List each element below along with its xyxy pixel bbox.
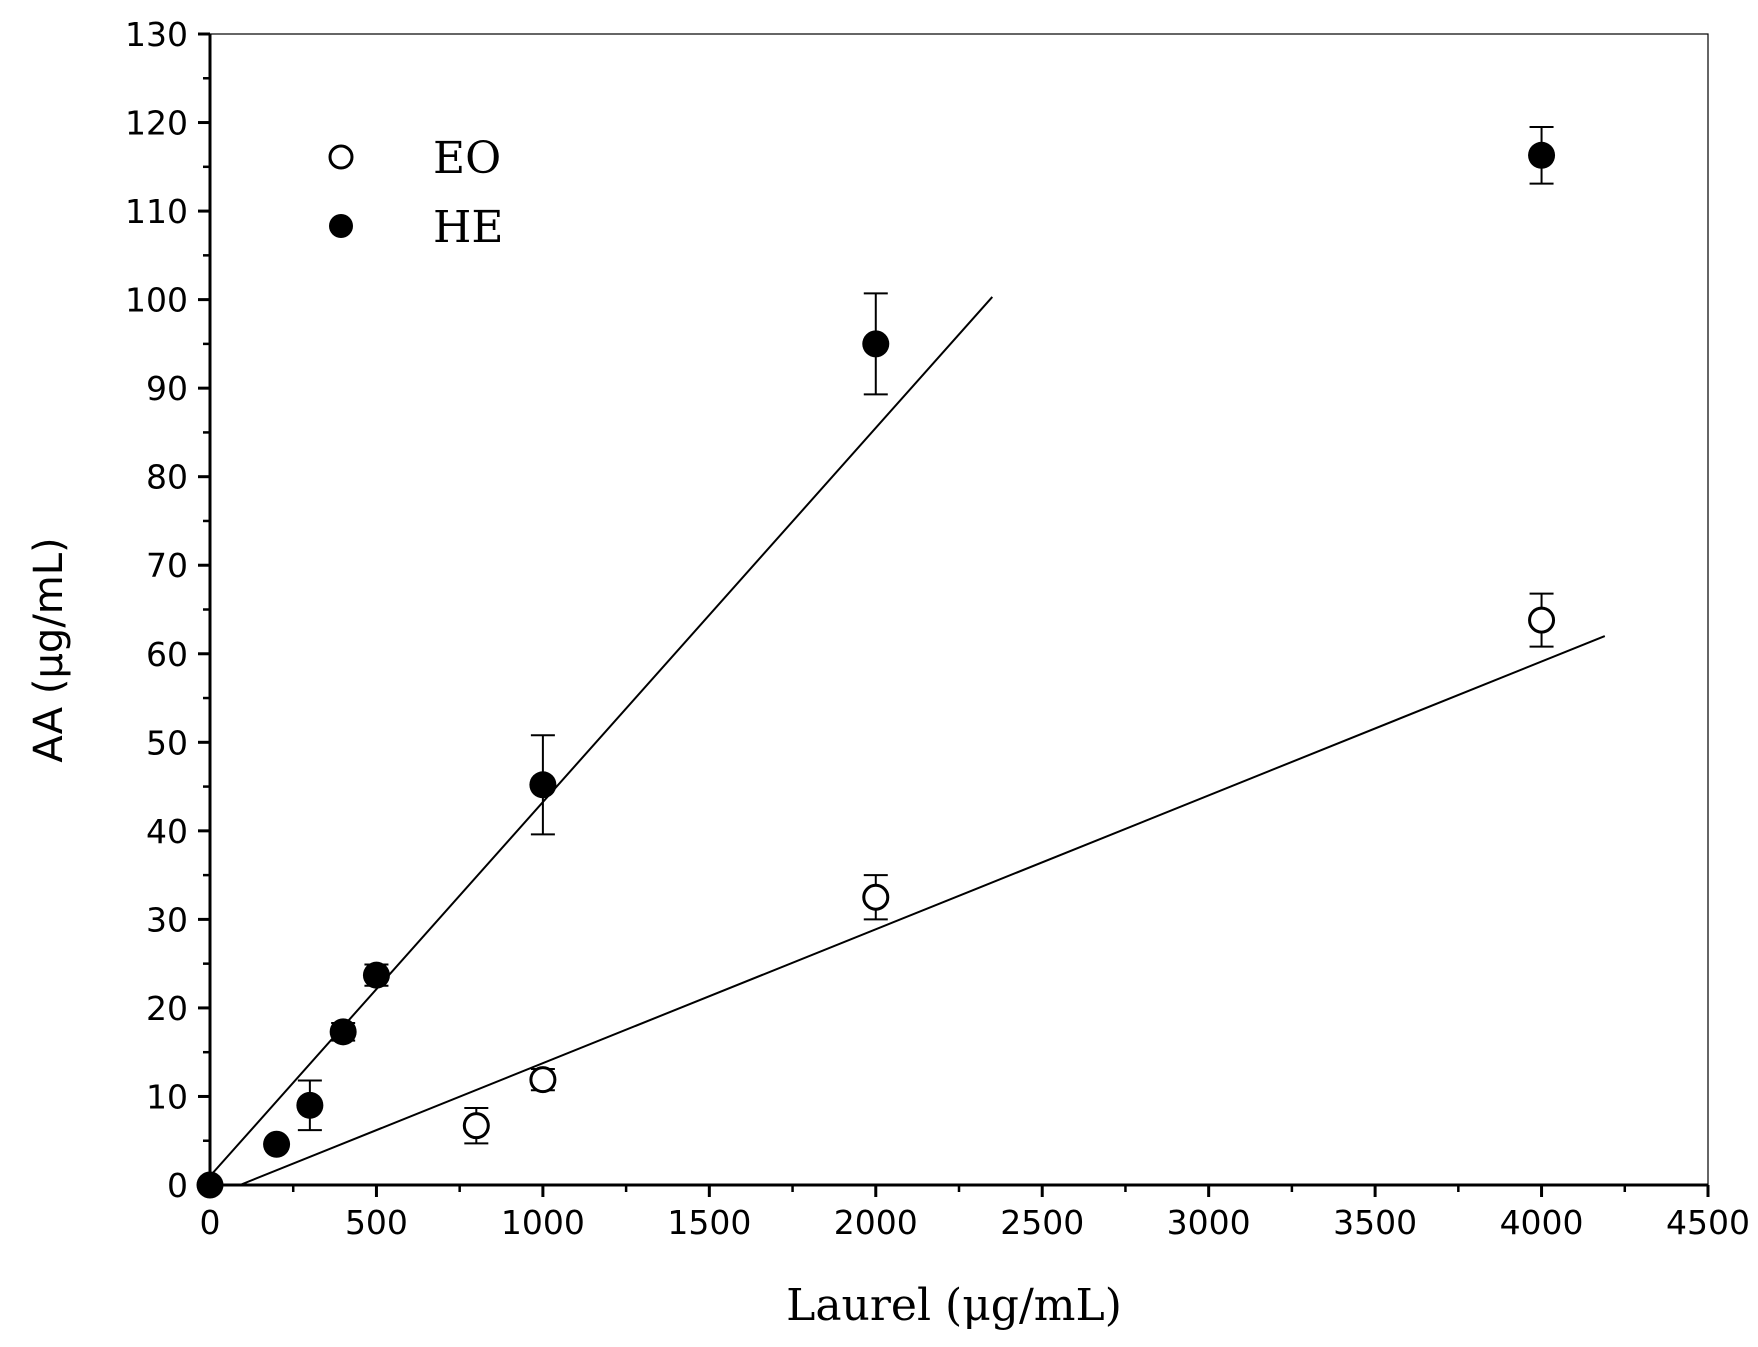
legend-label-he: HE	[433, 202, 504, 253]
x-tick-label: 3500	[1333, 1203, 1417, 1242]
y-tick-label: 130	[125, 15, 188, 54]
y-tick-label: 80	[146, 458, 188, 497]
y-tick-label: 110	[125, 192, 188, 231]
legend-marker-he	[329, 214, 353, 238]
data-point-eo	[1528, 606, 1556, 634]
y-tick-label: 120	[125, 104, 188, 143]
data-point-eo	[529, 1066, 557, 1094]
x-tick-label: 3000	[1167, 1203, 1251, 1242]
x-tick-label: 2500	[1000, 1203, 1084, 1242]
y-tick-label: 70	[146, 546, 188, 585]
x-axis: 0 500 1000 1500 2000 2500 3000 3500 4000 4500	[200, 1185, 1750, 1242]
y-tick-label: 60	[146, 635, 188, 674]
x-axis-title: Laurel (μg/mL)	[786, 1280, 1122, 1331]
x-tick-label: 0	[200, 1203, 221, 1242]
y-tick-label: 0	[167, 1166, 188, 1205]
fit-line-eo	[239, 635, 1606, 1186]
y-tick-label: 90	[146, 369, 188, 408]
fit-lines	[209, 296, 1606, 1186]
legend: EO HE	[328, 133, 504, 253]
y-tick-label: 20	[146, 989, 188, 1028]
x-tick-label: 2000	[834, 1203, 918, 1242]
legend-marker-eo	[328, 144, 354, 170]
data-point-he	[529, 771, 557, 799]
data-point-he	[362, 961, 390, 989]
data-point-he	[296, 1091, 324, 1119]
y-tick-label: 40	[146, 812, 188, 851]
data-point-eo	[462, 1112, 490, 1140]
data-point-he	[329, 1018, 357, 1046]
data-point-he	[1528, 141, 1556, 169]
y-tick-label: 50	[146, 723, 188, 762]
error-bars	[264, 125, 1554, 1150]
y-axis-title: AA (μg/mL)	[26, 537, 72, 762]
data-point-he	[862, 330, 890, 358]
x-tick-label: 1000	[501, 1203, 585, 1242]
x-tick-label: 1500	[667, 1203, 751, 1242]
data-point-eo	[862, 883, 890, 911]
data-markers	[196, 141, 1556, 1199]
data-point-he	[263, 1130, 291, 1158]
fit-line-he	[209, 296, 994, 1177]
data-point-he	[196, 1171, 224, 1199]
y-axis: 0 10 20 30 40 50 60 70 80 90 100 110 120 130	[125, 15, 210, 1205]
y-tick-label: 10	[146, 1077, 188, 1116]
y-tick-label: 100	[125, 281, 188, 320]
x-tick-label: 4000	[1500, 1203, 1584, 1242]
x-tick-label: 4500	[1666, 1203, 1750, 1242]
x-tick-label: 500	[345, 1203, 408, 1242]
y-tick-label: 30	[146, 900, 188, 939]
legend-label-eo: EO	[433, 133, 501, 184]
